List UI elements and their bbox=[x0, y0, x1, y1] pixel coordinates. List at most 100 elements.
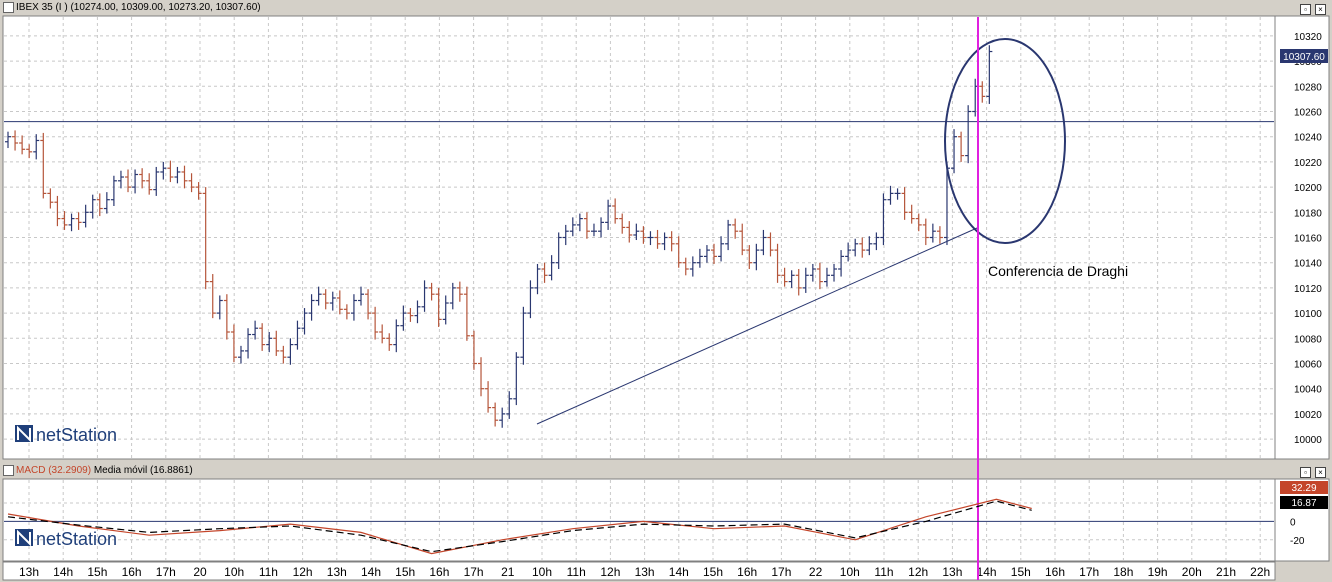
ohlc-bar[interactable] bbox=[287, 338, 294, 365]
ohlc-bar[interactable] bbox=[414, 300, 421, 324]
ohlc-bar[interactable] bbox=[583, 212, 590, 239]
ohlc-bar[interactable] bbox=[760, 229, 767, 256]
ohlc-bar[interactable] bbox=[527, 280, 534, 319]
ohlc-bar[interactable] bbox=[146, 173, 153, 195]
ohlc-bar[interactable] bbox=[922, 218, 929, 246]
ohlc-bar[interactable] bbox=[908, 204, 915, 224]
ohlc-bar[interactable] bbox=[795, 269, 802, 296]
ohlc-bar[interactable] bbox=[725, 219, 732, 251]
ohlc-bar[interactable] bbox=[887, 185, 894, 205]
ohlc-bar[interactable] bbox=[336, 290, 343, 315]
ohlc-bar[interactable] bbox=[823, 267, 830, 287]
ohlc-bar[interactable] bbox=[703, 245, 710, 263]
close-icon[interactable]: × bbox=[1315, 4, 1326, 15]
ohlc-bar[interactable] bbox=[216, 295, 223, 320]
ohlc-bar[interactable] bbox=[478, 357, 485, 397]
ohlc-bar[interactable] bbox=[689, 256, 696, 277]
ohlc-bar[interactable] bbox=[562, 224, 569, 246]
ohlc-bar[interactable] bbox=[654, 229, 661, 249]
ohlc-bar[interactable] bbox=[767, 232, 774, 257]
ohlc-bar[interactable] bbox=[117, 170, 124, 189]
ohlc-bar[interactable] bbox=[428, 282, 435, 301]
ohlc-bar[interactable] bbox=[590, 223, 597, 237]
ohlc-bar[interactable] bbox=[555, 232, 562, 269]
ohlc-bar[interactable] bbox=[626, 221, 633, 243]
ohlc-bar[interactable] bbox=[294, 320, 301, 350]
ohlc-bar[interactable] bbox=[252, 320, 259, 340]
ohlc-bar[interactable] bbox=[548, 255, 555, 281]
ohlc-bar[interactable] bbox=[612, 198, 619, 224]
ohlc-bar[interactable] bbox=[753, 243, 760, 271]
ohlc-bar[interactable] bbox=[661, 232, 668, 251]
ohlc-bar[interactable] bbox=[915, 213, 922, 232]
ohlc-bar[interactable] bbox=[33, 134, 40, 160]
ohlc-bar[interactable] bbox=[463, 286, 470, 341]
ohlc-bar[interactable] bbox=[929, 223, 936, 243]
ohlc-bar[interactable] bbox=[965, 105, 972, 164]
ohlc-bar[interactable] bbox=[329, 291, 336, 311]
ohlc-bar[interactable] bbox=[598, 217, 605, 238]
trend-line[interactable] bbox=[536, 227, 978, 425]
ohlc-bar[interactable] bbox=[859, 237, 866, 258]
ohlc-bar[interactable] bbox=[96, 193, 103, 217]
ohlc-bar[interactable] bbox=[372, 306, 379, 340]
highlight-ellipse[interactable] bbox=[944, 38, 1066, 244]
ohlc-bar[interactable] bbox=[223, 294, 230, 340]
ohlc-bar[interactable] bbox=[711, 243, 717, 264]
ohlc-bar[interactable] bbox=[125, 169, 132, 193]
ohlc-bar[interactable] bbox=[675, 236, 682, 268]
ohlc-bar[interactable] bbox=[188, 173, 195, 193]
ohlc-bar[interactable] bbox=[40, 132, 47, 199]
ohlc-bar[interactable] bbox=[365, 289, 372, 320]
ohlc-bar[interactable] bbox=[718, 236, 725, 262]
ohlc-bar[interactable] bbox=[647, 231, 654, 246]
ohlc-bar[interactable] bbox=[831, 263, 838, 282]
ohlc-bar[interactable] bbox=[174, 166, 181, 184]
ohlc-bar[interactable] bbox=[273, 330, 280, 356]
ohlc-bar[interactable] bbox=[901, 187, 908, 220]
macd-line[interactable] bbox=[7, 498, 1032, 555]
ohlc-bar[interactable] bbox=[569, 217, 576, 237]
ohlc-bar[interactable] bbox=[633, 223, 640, 241]
ohlc-bar[interactable] bbox=[576, 213, 583, 232]
ohlc-bar[interactable] bbox=[89, 194, 96, 219]
close-icon[interactable]: × bbox=[1315, 467, 1326, 478]
ohlc-bar[interactable] bbox=[160, 161, 167, 180]
ohlc-bar[interactable] bbox=[456, 281, 463, 302]
ohlc-bar[interactable] bbox=[301, 308, 308, 335]
ohlc-bar[interactable] bbox=[668, 231, 675, 252]
ohlc-bar[interactable] bbox=[520, 306, 527, 365]
ohlc-bar[interactable] bbox=[986, 45, 993, 104]
ohlc-bar[interactable] bbox=[838, 250, 845, 277]
ohlc-bar[interactable] bbox=[139, 168, 146, 189]
ohlc-bar[interactable] bbox=[492, 402, 499, 427]
ohlc-bar[interactable] bbox=[732, 218, 739, 239]
ohlc-bar[interactable] bbox=[75, 212, 82, 230]
ohlc-bar[interactable] bbox=[499, 407, 506, 428]
ohlc-bar[interactable] bbox=[195, 182, 202, 200]
ohlc-bar[interactable] bbox=[237, 345, 244, 364]
ohlc-bar[interactable] bbox=[852, 238, 859, 257]
ohlc-bar[interactable] bbox=[866, 236, 873, 256]
ohlc-bar[interactable] bbox=[61, 211, 68, 230]
ohlc-bar[interactable] bbox=[951, 129, 958, 174]
ohlc-bar[interactable] bbox=[435, 287, 442, 327]
ohlc-bar[interactable] bbox=[350, 294, 357, 321]
ohlc-bar[interactable] bbox=[47, 188, 54, 209]
ohlc-bar[interactable] bbox=[132, 169, 139, 194]
ohlc-bar[interactable] bbox=[449, 282, 456, 310]
minimize-icon[interactable]: ▫ bbox=[1300, 467, 1311, 478]
ohlc-bar[interactable] bbox=[322, 289, 329, 310]
ohlc-bar[interactable] bbox=[958, 131, 965, 162]
ohlc-bar[interactable] bbox=[605, 199, 612, 230]
ohlc-bar[interactable] bbox=[358, 286, 364, 306]
signal-line[interactable] bbox=[7, 500, 1032, 553]
ohlc-bar[interactable] bbox=[407, 308, 414, 322]
ohlc-bar[interactable] bbox=[400, 305, 407, 331]
ohlc-bar[interactable] bbox=[506, 391, 513, 419]
ohlc-bar[interactable] bbox=[19, 135, 26, 155]
ohlc-bar[interactable] bbox=[343, 304, 350, 320]
ohlc-bar[interactable] bbox=[682, 257, 689, 276]
ohlc-bar[interactable] bbox=[259, 323, 266, 351]
ohlc-bar[interactable] bbox=[153, 166, 160, 196]
